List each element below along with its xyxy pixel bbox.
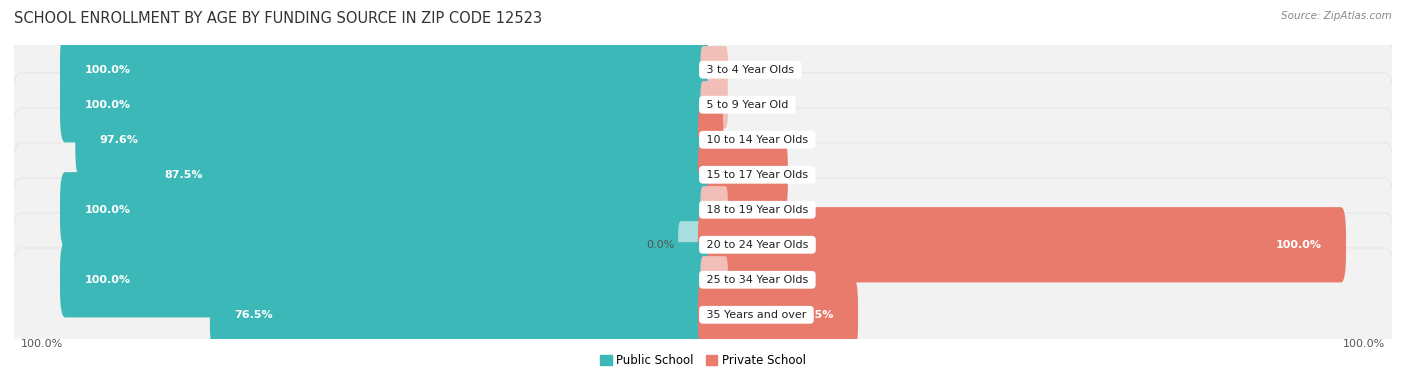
Text: 100.0%: 100.0%	[21, 339, 63, 349]
Text: Source: ZipAtlas.com: Source: ZipAtlas.com	[1281, 11, 1392, 21]
Text: 15 to 17 Year Olds: 15 to 17 Year Olds	[703, 170, 811, 180]
Text: 0.0%: 0.0%	[731, 275, 761, 285]
Text: 0.0%: 0.0%	[731, 65, 761, 75]
FancyBboxPatch shape	[11, 38, 1395, 172]
Text: 2.4%: 2.4%	[731, 135, 759, 145]
FancyBboxPatch shape	[11, 248, 1395, 377]
FancyBboxPatch shape	[700, 81, 728, 129]
Text: 35 Years and over: 35 Years and over	[703, 310, 810, 320]
Text: 100.0%: 100.0%	[84, 205, 131, 215]
FancyBboxPatch shape	[60, 172, 709, 247]
Text: 76.5%: 76.5%	[235, 310, 273, 320]
FancyBboxPatch shape	[700, 186, 728, 233]
Text: SCHOOL ENROLLMENT BY AGE BY FUNDING SOURCE IN ZIP CODE 12523: SCHOOL ENROLLMENT BY AGE BY FUNDING SOUR…	[14, 11, 543, 26]
FancyBboxPatch shape	[697, 207, 1346, 282]
FancyBboxPatch shape	[697, 137, 787, 212]
FancyBboxPatch shape	[11, 213, 1395, 347]
Legend: Public School, Private School: Public School, Private School	[595, 349, 811, 372]
Text: 23.5%: 23.5%	[796, 310, 834, 320]
Text: 5 to 9 Year Old: 5 to 9 Year Old	[703, 100, 792, 110]
FancyBboxPatch shape	[11, 108, 1395, 242]
Text: 0.0%: 0.0%	[731, 100, 761, 110]
Text: 100.0%: 100.0%	[84, 100, 131, 110]
Text: 20 to 24 Year Olds: 20 to 24 Year Olds	[703, 240, 811, 250]
Text: 100.0%: 100.0%	[84, 65, 131, 75]
Text: 97.6%: 97.6%	[100, 135, 138, 145]
Text: 87.5%: 87.5%	[165, 170, 202, 180]
FancyBboxPatch shape	[11, 73, 1395, 207]
FancyBboxPatch shape	[11, 178, 1395, 312]
FancyBboxPatch shape	[700, 256, 728, 303]
FancyBboxPatch shape	[139, 137, 709, 212]
FancyBboxPatch shape	[697, 102, 724, 178]
Text: 25 to 34 Year Olds: 25 to 34 Year Olds	[703, 275, 811, 285]
FancyBboxPatch shape	[76, 102, 709, 178]
FancyBboxPatch shape	[60, 32, 709, 107]
Text: 10 to 14 Year Olds: 10 to 14 Year Olds	[703, 135, 811, 145]
FancyBboxPatch shape	[60, 242, 709, 317]
FancyBboxPatch shape	[678, 221, 706, 268]
FancyBboxPatch shape	[700, 46, 728, 93]
Text: 3 to 4 Year Olds: 3 to 4 Year Olds	[703, 65, 797, 75]
Text: 0.0%: 0.0%	[645, 240, 675, 250]
Text: 0.0%: 0.0%	[731, 205, 761, 215]
Text: 100.0%: 100.0%	[1343, 339, 1385, 349]
FancyBboxPatch shape	[209, 277, 709, 352]
Text: 100.0%: 100.0%	[1275, 240, 1322, 250]
Text: 12.5%: 12.5%	[725, 170, 763, 180]
Text: 100.0%: 100.0%	[84, 275, 131, 285]
FancyBboxPatch shape	[697, 277, 858, 352]
FancyBboxPatch shape	[60, 67, 709, 143]
Text: 18 to 19 Year Olds: 18 to 19 Year Olds	[703, 205, 811, 215]
FancyBboxPatch shape	[11, 143, 1395, 277]
FancyBboxPatch shape	[11, 3, 1395, 136]
